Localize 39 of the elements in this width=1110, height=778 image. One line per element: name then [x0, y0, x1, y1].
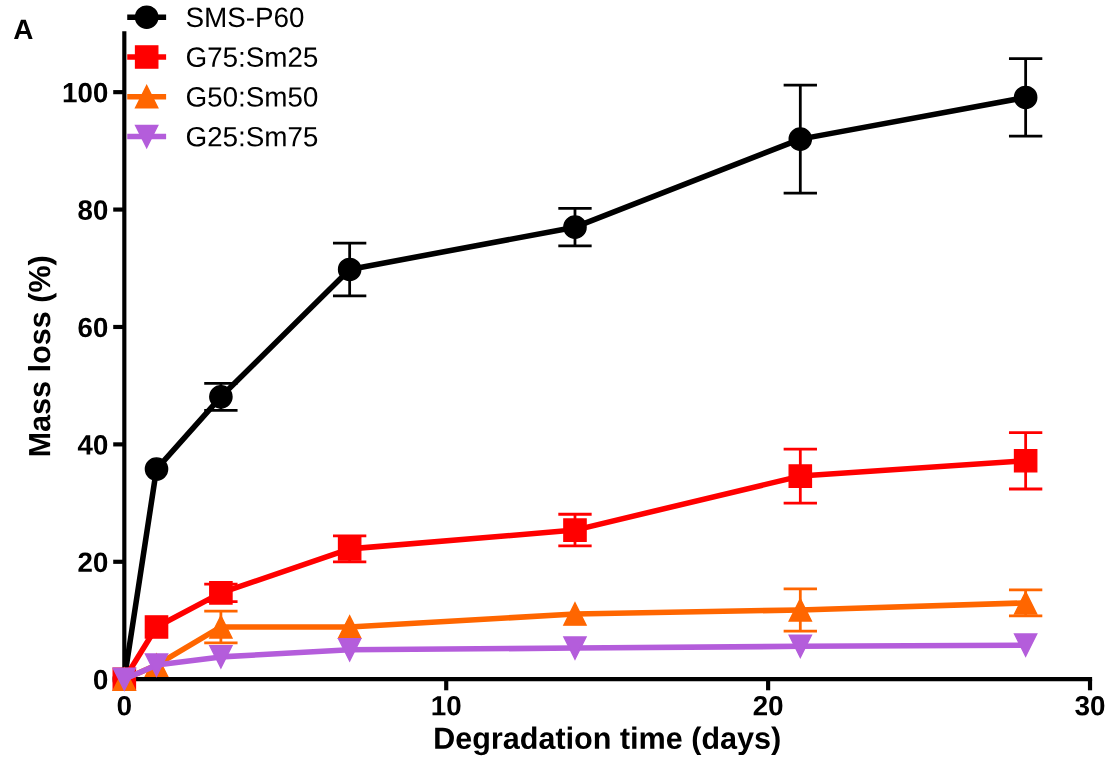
- y-tick-label: 40: [77, 435, 108, 455]
- y-tick-label: 100: [63, 82, 108, 103]
- chart-title: A: [14, 19, 33, 39]
- point: [563, 518, 587, 542]
- x-axis-title: Degradation time (days): [435, 726, 780, 756]
- point: [337, 257, 362, 282]
- x-tick-label: 30: [1075, 695, 1105, 716]
- point: [337, 638, 362, 662]
- y-tick-label: 60: [78, 317, 108, 338]
- point: [209, 581, 233, 605]
- point: [563, 636, 587, 660]
- legend-label: G75:Sm25: [186, 47, 318, 67]
- point: [337, 537, 362, 561]
- y-tick-label: 20: [78, 552, 108, 573]
- point: [788, 598, 813, 622]
- point: [788, 464, 813, 488]
- point: [1013, 449, 1038, 473]
- point: [144, 457, 169, 481]
- legend-label: SMS-P60: [186, 7, 304, 28]
- legend-label: G25:Sm75: [186, 126, 318, 147]
- y-tick-label: 0: [94, 669, 108, 690]
- point: [788, 634, 813, 659]
- y-axis-title: Mass loss (%): [27, 256, 57, 456]
- point: [209, 615, 233, 639]
- point: [144, 615, 169, 639]
- x-tick-label: 20: [753, 695, 783, 716]
- point: [788, 127, 813, 151]
- point: [209, 385, 233, 409]
- x-tick-label: 10: [432, 695, 461, 716]
- point: [1013, 633, 1038, 657]
- point: [563, 215, 587, 239]
- x-tick-label: 0: [117, 695, 131, 716]
- point: [209, 645, 233, 669]
- point: [1013, 591, 1038, 615]
- point: [1013, 85, 1038, 110]
- y-tick-label: 80: [78, 200, 108, 220]
- point: [563, 602, 587, 626]
- point: [337, 615, 362, 639]
- legend-label: G50:Sm50: [186, 87, 318, 107]
